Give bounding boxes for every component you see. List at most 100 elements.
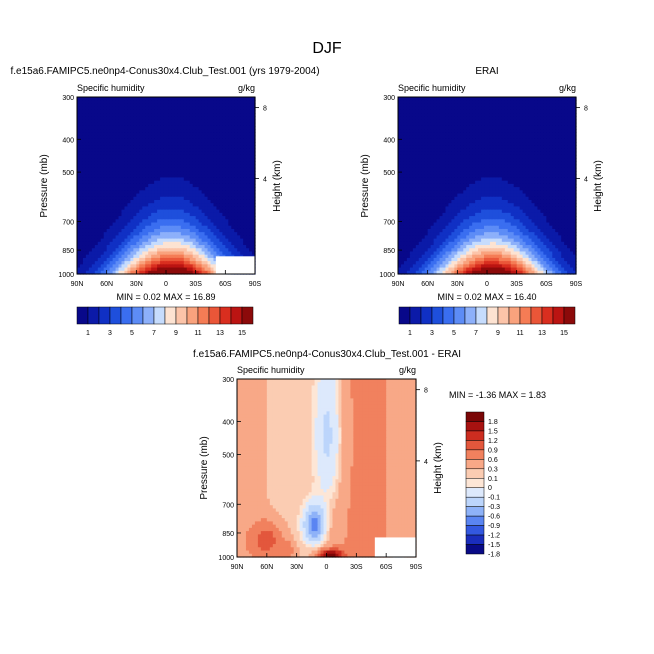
contour-cell <box>177 216 182 220</box>
contour-cell <box>201 161 206 166</box>
contour-cell <box>82 174 87 179</box>
contour-cell <box>180 245 185 249</box>
contour-cell <box>492 113 497 117</box>
contour-cell <box>234 164 238 169</box>
contour-cell <box>142 145 146 150</box>
contour-cell <box>109 235 114 240</box>
contour-cell <box>249 125 253 130</box>
contour-cell <box>166 254 170 259</box>
contour-cell <box>228 196 232 201</box>
contour-cell <box>77 164 81 169</box>
contour-cell <box>177 238 182 243</box>
contour-cell <box>115 135 120 140</box>
contour-cell <box>234 174 238 179</box>
contour-cell <box>154 106 158 111</box>
contour-cell <box>151 142 155 146</box>
contour-cell <box>151 212 155 217</box>
contour-cell <box>136 164 140 169</box>
contour-cell <box>154 158 158 162</box>
contour-cell <box>180 145 185 150</box>
panel-model-minmax: MIN = 0.02 MAX = 16.89 <box>116 292 215 302</box>
contour-cell <box>174 254 179 259</box>
contour-cell <box>201 142 206 146</box>
contour-cell <box>534 109 539 114</box>
contour-cell <box>121 174 126 179</box>
contour-cell <box>88 97 93 101</box>
contour-cell <box>151 167 155 172</box>
contour-cell <box>180 171 185 175</box>
contour-cell <box>133 193 137 198</box>
contour-cell <box>240 238 244 243</box>
contour-cell <box>243 132 247 137</box>
contour-cell <box>112 180 117 185</box>
contour-cell <box>192 177 197 182</box>
contour-cell <box>237 116 241 121</box>
contour-cell <box>154 154 158 159</box>
contour-cell <box>106 232 111 236</box>
contour-cell <box>168 225 173 230</box>
contour-cell <box>213 261 218 265</box>
contour-cell <box>195 100 200 105</box>
contour-cell <box>124 106 129 111</box>
contour-cell <box>177 158 182 162</box>
contour-cell <box>106 100 111 105</box>
contour-cell <box>148 138 152 143</box>
contour-cell <box>82 158 87 162</box>
contour-cell <box>189 193 194 198</box>
contour-cell <box>115 100 120 105</box>
contour-cell <box>231 196 235 201</box>
contour-cell <box>445 106 450 111</box>
contour-cell <box>145 97 149 101</box>
contour-cell <box>228 148 232 153</box>
contour-cell <box>198 254 203 259</box>
contour-cell <box>240 135 244 140</box>
contour-cell <box>481 103 485 108</box>
contour-cell <box>186 122 191 127</box>
contour-cell <box>216 235 220 240</box>
contour-cell <box>231 222 235 227</box>
contour-cell <box>154 190 158 195</box>
contour-cell <box>157 190 161 195</box>
contour-cell <box>507 97 512 101</box>
contour-cell <box>82 235 87 240</box>
contour-cell <box>183 106 188 111</box>
contour-cell <box>139 219 143 224</box>
contour-cell <box>231 122 235 127</box>
contour-cell <box>204 254 209 259</box>
contour-cell <box>142 187 146 191</box>
contour-cell <box>231 106 235 111</box>
contour-cell <box>139 264 143 269</box>
contour-cell <box>136 251 140 256</box>
contour-cell <box>192 203 197 208</box>
contour-cell <box>124 254 129 259</box>
contour-cell <box>139 119 143 124</box>
contour-cell <box>139 216 143 220</box>
contour-cell <box>234 167 238 172</box>
contour-cell <box>207 225 212 230</box>
contour-cell <box>148 171 152 175</box>
contour-cell <box>210 232 215 236</box>
contour-cell <box>97 228 102 233</box>
contour-cell <box>448 97 452 101</box>
contour-cell <box>91 145 96 150</box>
contour-cell <box>207 232 212 236</box>
contour-cell <box>249 241 253 246</box>
contour-cell <box>171 145 176 150</box>
contour-cell <box>204 267 209 272</box>
contour-cell <box>160 190 164 195</box>
contour-cell <box>231 225 235 230</box>
contour-cell <box>222 222 226 227</box>
contour-cell <box>166 199 170 204</box>
colorbar-label: 1 <box>86 330 90 337</box>
contour-cell <box>100 241 105 246</box>
contour-cell <box>210 209 215 214</box>
contour-cell <box>91 161 96 166</box>
contour-cell <box>82 103 87 108</box>
contour-cell <box>222 225 226 230</box>
contour-cell <box>195 116 200 121</box>
contour-cell <box>400 116 405 121</box>
contour-cell <box>85 113 90 117</box>
contour-cell <box>124 109 129 114</box>
contour-cell <box>225 241 229 246</box>
contour-cell <box>91 125 96 130</box>
